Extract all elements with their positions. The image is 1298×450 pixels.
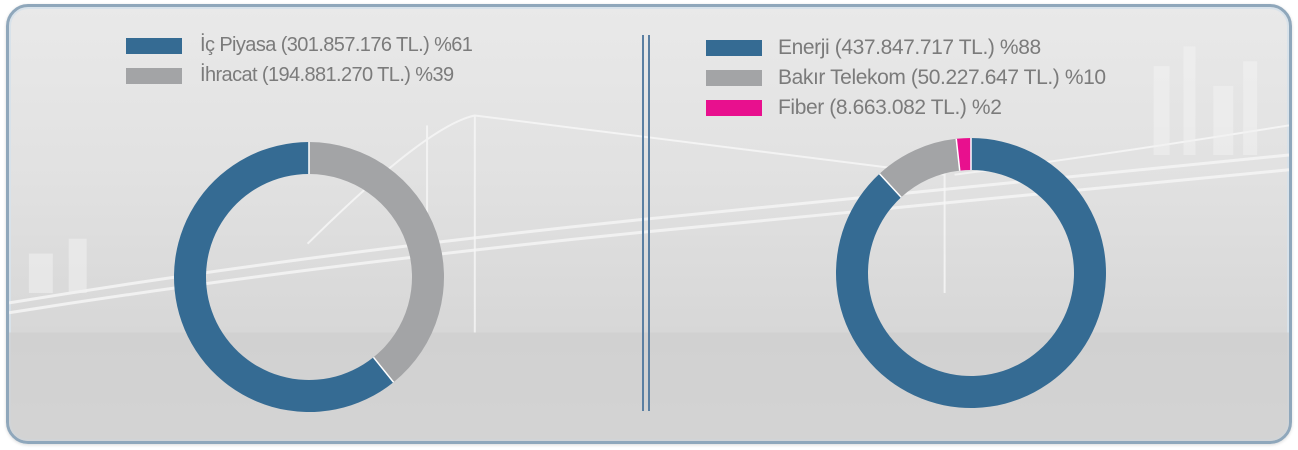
panel-divider <box>642 35 650 411</box>
donut-slice <box>173 142 394 412</box>
legend-swatch <box>706 70 762 86</box>
legend-item-ihracat: İhracat (194.881.270 TL.) %39 <box>126 64 454 87</box>
legend-label: İhracat (194.881.270 TL.) %39 <box>200 64 454 86</box>
slice-separator <box>878 173 902 198</box>
donut-chart-right <box>836 138 1106 408</box>
legend-item-enerji: Enerji (437.847.717 TL.) %88 <box>706 36 1041 60</box>
donut-chart-left <box>173 142 444 412</box>
legend-label: Enerji (437.847.717 TL.) %88 <box>778 36 1041 59</box>
donut-slice <box>879 138 960 198</box>
donut-slice <box>836 138 1106 408</box>
legend-item-fiber: Fiber (8.663.082 TL.) %2 <box>706 96 1002 120</box>
legend-item-bakir-telekom: Bakır Telekom (50.227.647 TL.) %10 <box>706 66 1106 90</box>
legend-item-ic-piyasa: İç Piyasa (301.857.176 TL.) %61 <box>126 34 473 57</box>
legend-label: Fiber (8.663.082 TL.) %2 <box>778 96 1002 119</box>
chart-panel: İç Piyasa (301.857.176 TL.) %61 İhracat … <box>6 4 1292 444</box>
donut-slice <box>309 142 444 383</box>
donut-slice <box>956 138 971 171</box>
slice-separator <box>372 356 395 383</box>
legend-label: İç Piyasa (301.857.176 TL.) %61 <box>200 34 473 56</box>
legend-swatch <box>706 100 762 116</box>
legend-swatch <box>126 67 182 84</box>
legend-swatch <box>706 40 762 56</box>
legend-swatch <box>126 37 182 54</box>
legend-label: Bakır Telekom (50.227.647 TL.) %10 <box>778 66 1106 89</box>
slice-separator <box>955 138 961 171</box>
